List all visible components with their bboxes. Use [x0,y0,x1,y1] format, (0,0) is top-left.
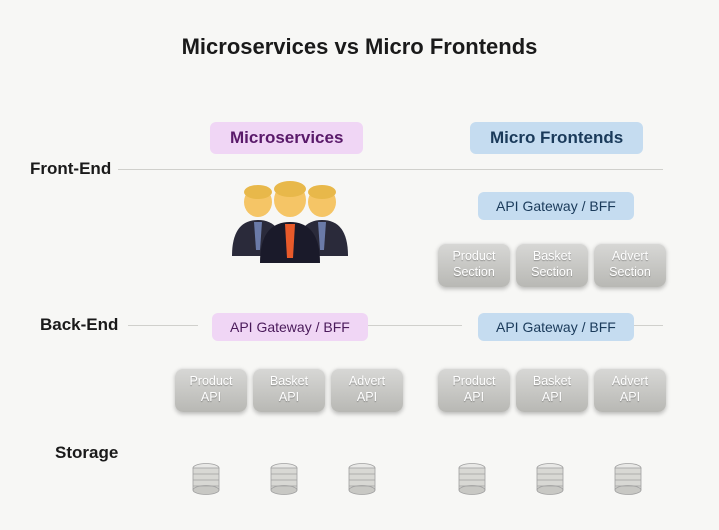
box-basket-api-left: Basket API [253,368,325,412]
gateway-backend-right: API Gateway / BFF [478,313,634,341]
people-icon [220,178,360,268]
box-line2: Section [594,265,666,281]
box-line2: API [594,390,666,406]
box-line2: API [516,390,588,406]
box-line1: Advert [594,374,666,390]
storage-icon [458,463,486,495]
col-header-microfrontends: Micro Frontends [470,122,643,154]
row-label-storage: Storage [55,443,118,463]
gateway-backend-left: API Gateway / BFF [212,313,368,341]
row-label-frontend: Front-End [30,159,111,179]
box-advert-api-left: Advert API [331,368,403,412]
box-line1: Basket [253,374,325,390]
box-line1: Advert [331,374,403,390]
box-line1: Product [438,374,510,390]
hr-frontend [118,169,663,170]
box-product-api-right: Product API [438,368,510,412]
box-line1: Basket [516,249,588,265]
box-product-api-left: Product API [175,368,247,412]
box-product-section: Product Section [438,243,510,287]
storage-icon [348,463,376,495]
box-advert-section: Advert Section [594,243,666,287]
gateway-frontend-right: API Gateway / BFF [478,192,634,220]
page-title: Microservices vs Micro Frontends [0,0,719,60]
storage-icon [270,463,298,495]
box-line1: Advert [594,249,666,265]
hr-backend-left [128,325,198,326]
hr-backend-mid [362,325,462,326]
box-line1: Product [175,374,247,390]
box-line2: API [331,390,403,406]
box-line1: Basket [516,374,588,390]
storage-icon [536,463,564,495]
box-line1: Product [438,249,510,265]
box-basket-section: Basket Section [516,243,588,287]
box-line2: API [253,390,325,406]
box-advert-api-right: Advert API [594,368,666,412]
box-line2: API [438,390,510,406]
box-basket-api-right: Basket API [516,368,588,412]
box-line2: Section [516,265,588,281]
row-label-backend: Back-End [40,315,118,335]
col-header-microservices: Microservices [210,122,363,154]
storage-icon [614,463,642,495]
storage-icon [192,463,220,495]
box-line2: API [175,390,247,406]
box-line2: Section [438,265,510,281]
